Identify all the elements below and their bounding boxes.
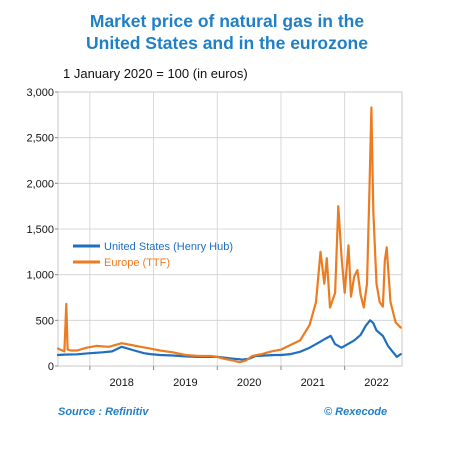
x-tick-label: 2021 — [301, 377, 325, 389]
chart-title-line-1: Market price of natural gas in the — [89, 11, 365, 31]
chart-title: Market price of natural gas in the Unite… — [0, 10, 454, 54]
series-line-us — [56, 319, 402, 361]
y-tick-label: 1,500 — [26, 224, 54, 236]
y-tick-label: 2,000 — [26, 178, 54, 190]
y-tick-label: 0 — [48, 361, 54, 373]
credit-note: © Rexecode — [324, 406, 388, 418]
source-note: Source : Refinitiv — [58, 406, 149, 418]
x-tick-label: 2019 — [173, 377, 197, 389]
grid — [58, 92, 402, 366]
x-axis: 2018 2019 2020 2021 2022 — [89, 366, 389, 389]
x-tick-label: 2020 — [237, 377, 261, 389]
chart-title-line-2: United States and in the eurozone — [86, 33, 368, 53]
y-tick-label: 500 — [36, 315, 54, 327]
series-lines — [56, 106, 402, 364]
chart-subtitle: 1 January 2020 = 100 (in euros) — [63, 66, 248, 81]
y-tick-label: 2,500 — [26, 133, 54, 145]
x-tick-label: 2018 — [109, 377, 133, 389]
legend-label: United States (Henry Hub) — [104, 241, 233, 253]
y-tick-label: 1,000 — [26, 270, 54, 282]
series-line-europe — [56, 106, 402, 364]
y-axis: 0 500 1,000 1,500 2,000 2,500 3,000 — [26, 87, 58, 373]
y-tick-label: 3,000 — [26, 87, 54, 99]
legend-label: Europe (TTF) — [104, 257, 170, 269]
x-tick-label: 2022 — [364, 377, 388, 389]
legend: United States (Henry Hub) Europe (TTF) — [73, 241, 233, 269]
